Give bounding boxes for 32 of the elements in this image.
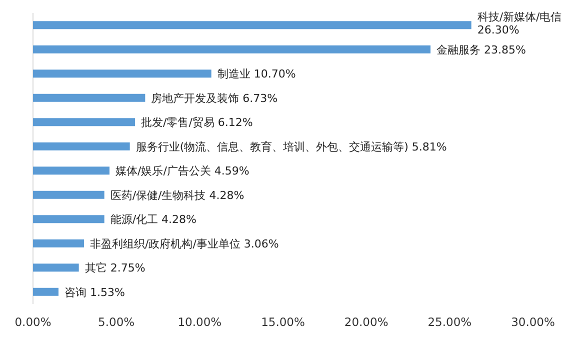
bar (33, 94, 146, 102)
category-label: 咨询 1.53% (64, 286, 125, 299)
x-tick-label: 25.00% (428, 315, 472, 329)
category-label: 媒体/娱乐/广告公关 4.59% (116, 164, 250, 178)
category-label: 医药/保健/生物科技 4.28% (110, 188, 244, 202)
bar (33, 190, 104, 199)
bar (33, 118, 135, 126)
bar (33, 264, 79, 272)
category-label: 批发/零售/贸易 6.12% (141, 116, 253, 130)
bar (33, 21, 472, 30)
x-tick-label: 0.00% (14, 315, 52, 329)
category-label: 其它 2.75% (84, 262, 146, 275)
bar (33, 288, 58, 296)
category-label: 能源/化工 4.28% (110, 213, 196, 226)
data-label: 26.30% (477, 24, 520, 37)
bar (33, 45, 430, 54)
x-tick-label: 5.00% (98, 315, 135, 329)
bar (33, 166, 110, 175)
category-label: 房地产开发及装饰 6.73% (151, 92, 278, 105)
category-label: 金融服务 23.85% (436, 43, 526, 56)
bar (33, 70, 212, 78)
x-tick-label: 20.00% (344, 315, 388, 329)
x-tick-label: 30.00% (511, 315, 555, 329)
x-tick-label: 15.00% (261, 315, 305, 329)
bar (33, 215, 104, 224)
category-label: 制造业 10.70% (217, 68, 296, 81)
x-tick-label: 10.00% (178, 315, 222, 329)
category-label: 非盈利组织/政府机构/事业单位 3.06% (90, 237, 279, 250)
y-tick-label: 科技/新媒体/电信 (477, 10, 566, 24)
bar (33, 239, 84, 248)
category-label: 服务行业(物流、信息、教育、培训、外包、交通运输等) 5.81% (136, 140, 447, 154)
bar (33, 142, 130, 150)
